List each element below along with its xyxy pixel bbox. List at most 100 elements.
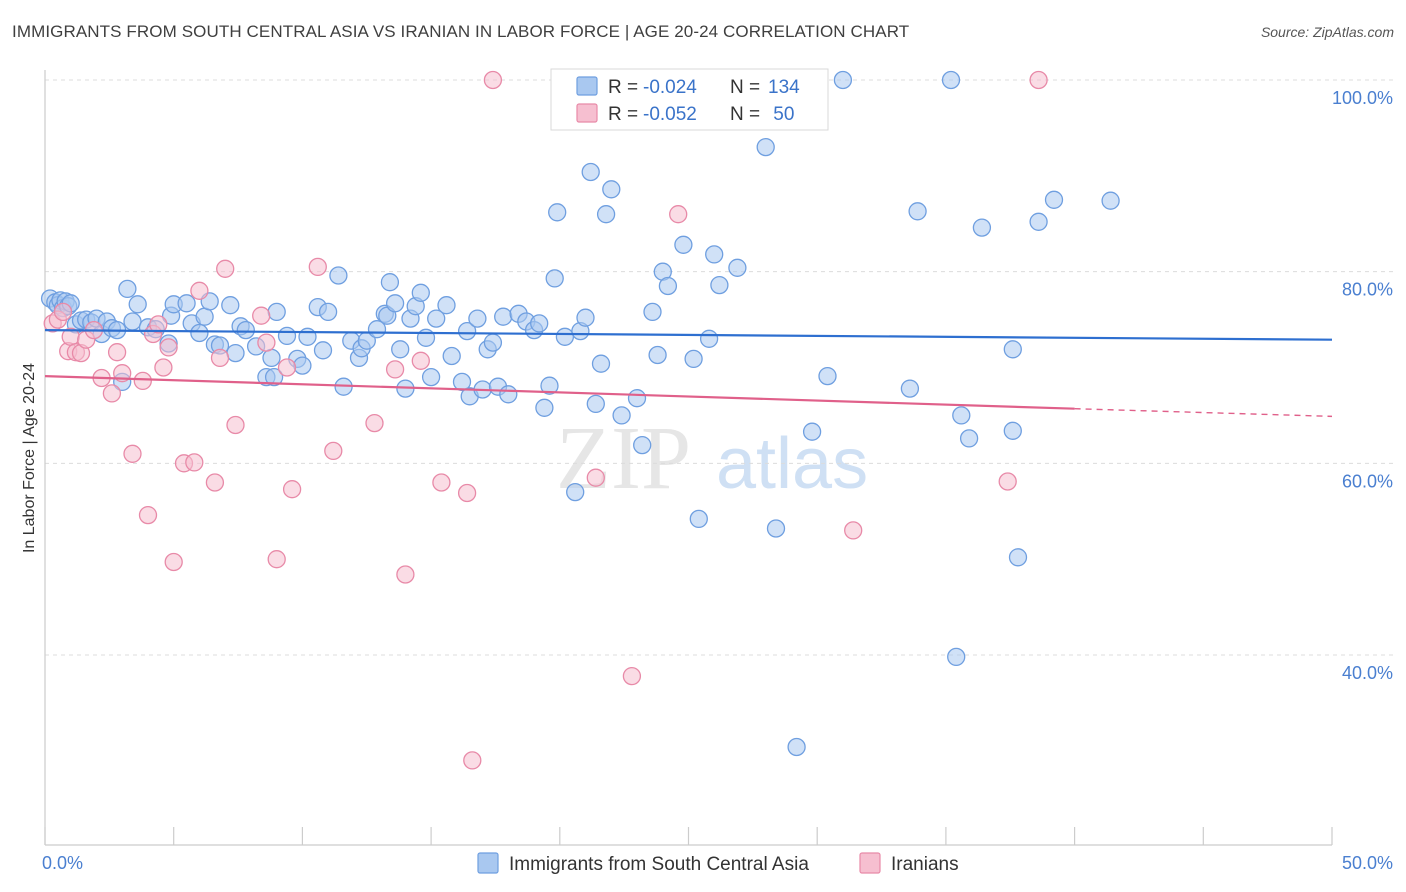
bottom-legend-label-blue: Immigrants from South Central Asia: [509, 854, 809, 875]
series-iranians-points: [43, 70, 1048, 770]
trend-lines: [44, 329, 1333, 418]
iranians-point: [190, 281, 209, 300]
south-central-asia-point: [277, 326, 297, 346]
south-central-asia-point: [329, 266, 348, 285]
south-central-asia-point: [457, 321, 477, 341]
south-central-asia-point: [128, 295, 147, 314]
y-tick-labels: 40.0% 60.0% 80.0% 100.0%: [1332, 88, 1393, 683]
south-central-asia-point: [818, 366, 837, 386]
south-central-asia-point: [313, 341, 333, 360]
south-central-asia-point: [499, 385, 518, 404]
iranians-point: [457, 483, 477, 503]
south-central-asia-point: [236, 320, 255, 340]
south-central-asia-point: [540, 376, 559, 395]
south-central-asia-point: [576, 308, 595, 327]
x-tick-marks: [44, 827, 1333, 845]
south-central-asia-point: [385, 294, 405, 313]
south-central-asia-point: [648, 345, 667, 365]
iranians-point: [210, 348, 230, 368]
south-central-asia-point: [452, 372, 472, 392]
south-central-asia-point: [1008, 548, 1028, 567]
legend-swatch-pink: [576, 103, 598, 123]
south-central-asia-point: [1003, 421, 1022, 440]
south-central-asia-point: [591, 354, 611, 373]
iranians-point: [164, 552, 183, 572]
iranians-point: [844, 521, 863, 540]
south-central-asia-point: [596, 205, 616, 224]
south-central-asia-point: [728, 258, 747, 277]
south-central-asia-point: [267, 302, 286, 322]
iranians-point: [107, 343, 127, 362]
legend-r-label-1: R =: [608, 77, 638, 98]
south-central-asia-point: [586, 394, 605, 414]
iranians-point: [252, 306, 271, 325]
iranians-point: [308, 257, 327, 277]
south-central-asia-point: [437, 296, 456, 315]
south-central-asia-point: [633, 435, 652, 455]
y-tick-label-40: 40.0%: [1342, 663, 1393, 683]
legend-r-value-1: -0.024: [643, 77, 697, 98]
south-central-asia-point: [411, 283, 430, 302]
iranians-point: [411, 351, 430, 370]
iranians-point: [622, 666, 642, 686]
south-central-asia-point: [221, 296, 240, 315]
series-legend: Immigrants from South Central Asia Irani…: [477, 852, 959, 875]
south-central-asia-point: [190, 323, 209, 343]
south-central-asia-point: [710, 275, 729, 295]
south-central-asia-point: [262, 348, 281, 368]
south-central-asia-point: [1044, 190, 1064, 209]
south-central-asia-point: [705, 245, 724, 264]
south-central-asia-point: [947, 647, 966, 667]
south-central-asia-point: [833, 70, 853, 90]
watermark-atlas: atlas: [716, 424, 868, 504]
iranians-point: [267, 550, 286, 569]
iranians-point: [154, 358, 173, 377]
iranians-point: [432, 473, 451, 492]
iranians-point: [257, 333, 276, 352]
south-central-asia-point: [293, 356, 312, 375]
south-central-asia-point: [483, 333, 503, 352]
bottom-legend-label-pink: Iranians: [891, 854, 959, 875]
iranians-point: [102, 384, 122, 403]
iranians-point: [396, 565, 415, 584]
x-tick-label-min: 0.0%: [42, 853, 83, 873]
south-central-asia-point: [177, 294, 196, 313]
south-central-asia-point: [1029, 212, 1048, 231]
iranians-point: [226, 415, 245, 435]
south-central-asia-point: [674, 235, 693, 254]
south-central-asia-point: [689, 509, 708, 529]
south-central-asia-point: [581, 162, 600, 182]
bottom-legend-swatch-pink: [859, 852, 881, 874]
south-central-asia-point: [494, 307, 513, 326]
south-central-asia-point: [766, 519, 786, 538]
south-central-asia-point: [627, 389, 647, 408]
south-central-asia-point: [566, 482, 585, 502]
trend-line-south-central-asia: [44, 329, 1333, 341]
legend-n-label-2: N =: [730, 104, 760, 125]
iranians-point: [998, 472, 1017, 491]
iranians-point: [282, 480, 302, 499]
y-tick-label-60: 60.0%: [1342, 471, 1393, 491]
south-central-asia-point: [421, 367, 441, 387]
chart-title: IMMIGRANTS FROM SOUTH CENTRAL ASIA VS IR…: [12, 22, 910, 41]
iranians-point: [205, 473, 225, 492]
south-central-asia-point: [1003, 340, 1022, 359]
south-central-asia-point: [643, 302, 662, 322]
south-central-asia-point: [908, 202, 927, 221]
trend-line-iranians-extrapolated: [1074, 408, 1333, 418]
south-central-asia-point: [900, 379, 920, 398]
iranians-point: [277, 358, 297, 377]
iranians-point: [138, 505, 158, 525]
iranians-point: [385, 360, 405, 379]
south-central-asia-point: [1101, 191, 1120, 210]
south-central-asia-point: [555, 327, 575, 346]
south-central-asia-point: [123, 312, 142, 331]
south-central-asia-point: [548, 203, 567, 222]
south-central-asia-point: [264, 367, 284, 387]
legend-r-value-2: -0.052: [643, 104, 697, 125]
south-central-asia-point: [941, 70, 961, 90]
south-central-asia-point: [118, 279, 137, 299]
iranians-point: [669, 205, 688, 224]
y-axis-label: In Labor Force | Age 20-24: [21, 363, 38, 553]
